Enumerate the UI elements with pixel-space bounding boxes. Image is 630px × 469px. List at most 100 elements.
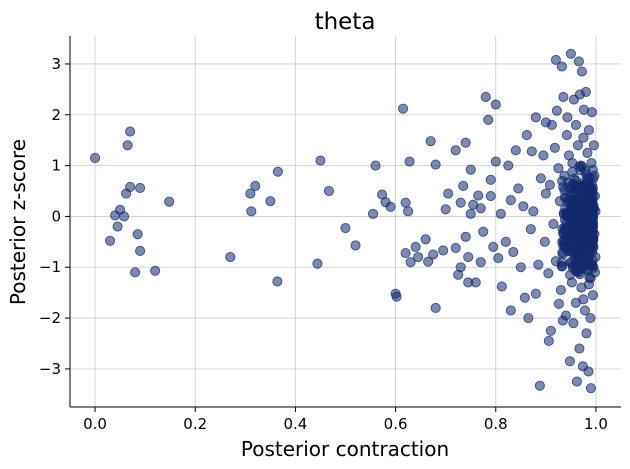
data-point bbox=[550, 54, 561, 65]
data-point bbox=[544, 179, 555, 190]
data-point bbox=[475, 203, 486, 214]
data-point bbox=[443, 188, 454, 199]
data-point bbox=[315, 155, 326, 166]
data-point bbox=[579, 305, 590, 316]
data-point bbox=[585, 273, 596, 284]
data-point bbox=[403, 206, 414, 217]
data-point bbox=[455, 262, 466, 273]
data-point bbox=[565, 212, 576, 224]
data-point bbox=[540, 188, 551, 199]
data-point bbox=[503, 160, 514, 171]
data-point bbox=[580, 86, 591, 97]
data-point bbox=[105, 235, 116, 246]
data-point bbox=[574, 231, 585, 242]
data-point bbox=[413, 252, 424, 263]
data-point bbox=[582, 147, 593, 158]
data-point bbox=[510, 145, 521, 156]
data-point bbox=[450, 242, 461, 253]
data-point bbox=[549, 142, 560, 153]
data-point bbox=[528, 206, 539, 217]
data-point bbox=[535, 173, 546, 184]
data-point bbox=[430, 302, 441, 313]
data-point bbox=[572, 140, 583, 151]
data-point bbox=[465, 208, 476, 219]
data-point bbox=[539, 236, 550, 247]
x-tick-label: 1.0 bbox=[584, 415, 608, 433]
data-point bbox=[564, 356, 575, 367]
data-point bbox=[150, 265, 161, 276]
data-point bbox=[543, 268, 554, 279]
data-point bbox=[577, 161, 588, 172]
y-tick-label: 2 bbox=[51, 106, 61, 124]
grid-lines bbox=[70, 36, 621, 407]
x-tick-label: 0.6 bbox=[384, 415, 408, 433]
data-point bbox=[583, 124, 594, 136]
data-point bbox=[89, 152, 101, 164]
data-point bbox=[570, 119, 581, 130]
data-point bbox=[132, 229, 143, 240]
data-point bbox=[548, 218, 559, 230]
data-point bbox=[350, 240, 361, 251]
data-point bbox=[587, 211, 599, 222]
data-point bbox=[473, 190, 484, 201]
data-point bbox=[423, 256, 434, 267]
data-point bbox=[119, 211, 130, 222]
data-point bbox=[493, 253, 504, 264]
data-point bbox=[470, 277, 481, 288]
y-tick-label: 1 bbox=[51, 157, 61, 175]
data-point bbox=[534, 380, 545, 391]
data-point bbox=[560, 203, 571, 214]
data-point bbox=[496, 281, 507, 292]
data-point bbox=[460, 137, 471, 148]
data-point bbox=[573, 56, 584, 67]
x-tick-label: 0.2 bbox=[183, 415, 207, 433]
data-point bbox=[460, 231, 471, 242]
data-point bbox=[553, 163, 564, 174]
data-point bbox=[455, 197, 466, 208]
data-point bbox=[564, 194, 575, 205]
data-point bbox=[523, 313, 534, 324]
data-point bbox=[525, 224, 536, 235]
y-tick-label: −1 bbox=[39, 258, 61, 276]
data-point bbox=[588, 173, 599, 184]
data-point bbox=[578, 132, 589, 143]
data-point bbox=[430, 159, 441, 170]
y-tick-label: 3 bbox=[51, 55, 61, 73]
data-point bbox=[135, 245, 146, 257]
data-point bbox=[246, 206, 257, 217]
data-point bbox=[568, 318, 579, 329]
data-point bbox=[551, 105, 562, 116]
data-point bbox=[585, 313, 596, 324]
data-point bbox=[515, 262, 526, 273]
data-point bbox=[585, 237, 596, 248]
data-point bbox=[508, 246, 519, 258]
data-point bbox=[538, 150, 549, 161]
data-point bbox=[543, 335, 554, 346]
data-point bbox=[586, 107, 597, 118]
x-axis-ticks: 0.0 0.2 0.4 0.6 0.8 1.0 bbox=[83, 407, 608, 433]
data-point bbox=[164, 196, 175, 207]
data-point bbox=[581, 328, 592, 339]
data-point bbox=[553, 298, 564, 309]
data-point bbox=[323, 185, 335, 197]
data-point bbox=[533, 259, 544, 270]
data-point bbox=[584, 224, 595, 235]
data-point bbox=[569, 181, 580, 192]
data-point bbox=[370, 160, 381, 171]
data-point bbox=[530, 112, 541, 123]
data-point bbox=[560, 310, 571, 321]
data-point bbox=[112, 221, 123, 232]
data-point bbox=[490, 156, 501, 167]
data-point bbox=[561, 224, 572, 235]
data-point bbox=[578, 294, 589, 305]
data-point bbox=[410, 241, 421, 252]
data-point bbox=[572, 243, 583, 254]
data-point bbox=[561, 130, 572, 141]
data-point bbox=[505, 195, 516, 206]
data-point bbox=[495, 208, 506, 219]
data-point bbox=[585, 383, 596, 394]
data-point bbox=[562, 112, 573, 123]
data-point bbox=[398, 103, 409, 114]
data-point bbox=[272, 276, 283, 287]
